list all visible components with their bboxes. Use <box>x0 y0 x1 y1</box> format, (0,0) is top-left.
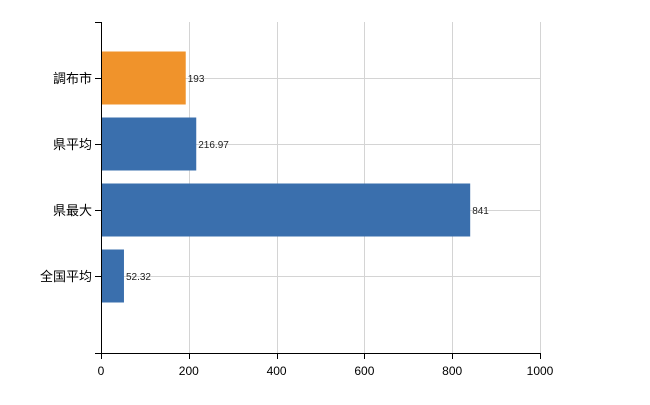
x-tick-label-600: 600 <box>354 364 374 378</box>
bar-2 <box>101 183 471 237</box>
data-label-0: 193 <box>188 74 205 85</box>
x-tick-label-400: 400 <box>267 364 287 378</box>
y-tick-label-1: 県平均 <box>53 137 92 152</box>
x-tick-label-1000: 1000 <box>527 364 554 378</box>
bar-3 <box>101 249 124 303</box>
axis-layer <box>95 22 541 359</box>
x-tick-label-200: 200 <box>179 364 199 378</box>
data-label-2: 841 <box>472 206 489 217</box>
data-label-3: 52.32 <box>126 272 151 283</box>
bar-1 <box>101 117 197 171</box>
y-tick-label-3: 全国平均 <box>40 269 92 284</box>
y-tick-label-2: 県最大 <box>53 203 92 218</box>
data-label-1: 216.97 <box>198 140 229 151</box>
bar-0 <box>101 51 186 105</box>
bar-layer <box>101 51 471 303</box>
x-tick-label-800: 800 <box>442 364 462 378</box>
y-tick-label-0: 調布市 <box>53 71 92 86</box>
x-tick-label-0: 0 <box>98 364 105 378</box>
